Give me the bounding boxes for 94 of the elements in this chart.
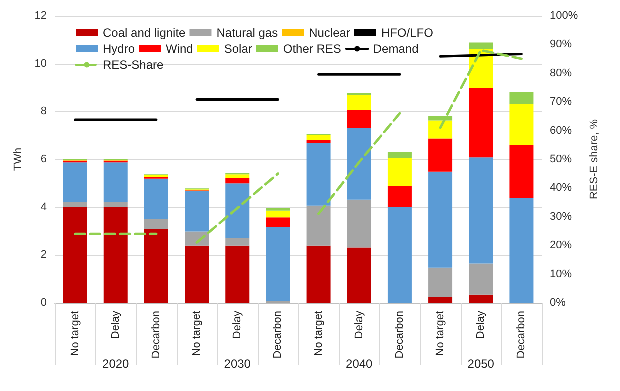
bar [185, 246, 210, 303]
legend-label: Wind [166, 42, 194, 56]
y-tick-label: 6 [40, 154, 47, 166]
bar [428, 268, 453, 298]
bar [226, 184, 250, 238]
y2-tick-label: 80% [550, 67, 572, 80]
bar [63, 202, 88, 208]
bar [388, 152, 412, 158]
legend-label: Hydro [103, 42, 136, 56]
y2-tick-label: 100% [550, 10, 578, 22]
y2-tick-label: 40% [550, 182, 572, 194]
bar [306, 206, 331, 246]
bar [469, 264, 494, 295]
y2-tick-label: 0% [550, 297, 566, 309]
bar [185, 192, 210, 232]
bar [469, 294, 494, 303]
bar [428, 116, 453, 121]
bar [510, 145, 534, 198]
y-tick-label: 8 [40, 106, 47, 118]
legend-label: HFO/LFO [381, 26, 434, 40]
bar [104, 202, 128, 208]
bar [347, 200, 372, 248]
bar [428, 172, 453, 268]
bar [428, 120, 453, 139]
legend-label: Coal and lignite [103, 26, 186, 40]
y2-axis-title: RES-E share, % [588, 119, 601, 200]
x-tick-label: Decarbon [394, 311, 406, 359]
bar [347, 110, 372, 128]
bar [347, 248, 372, 303]
y-tick-label: 0 [40, 297, 47, 309]
legend-label: Solar [224, 42, 252, 56]
bar [266, 208, 290, 211]
x-tick-label: Decarbon [516, 311, 528, 359]
bar [144, 178, 168, 220]
y2-tick-label: 20% [550, 240, 572, 252]
y2-tick-label: 70% [550, 96, 572, 108]
bar [306, 143, 331, 206]
bar [266, 210, 290, 218]
text: 2050 [468, 357, 495, 371]
bar [510, 198, 534, 303]
bar [104, 162, 128, 203]
y-tick-label: 12 [34, 10, 47, 22]
bar [388, 186, 412, 208]
text: 2030 [224, 357, 252, 371]
legend-label: Demand [373, 42, 419, 56]
bar [226, 238, 250, 246]
y-axis-title: TWh [12, 148, 24, 172]
bar [388, 207, 412, 303]
text: 2020 [102, 357, 130, 371]
y-tick-label: 2 [40, 249, 47, 262]
y2-tick-label: 10% [550, 268, 572, 280]
x-tick-label: Delay [110, 310, 122, 340]
y2-tick-label: 50% [550, 154, 572, 166]
bar [226, 178, 250, 184]
bar [510, 92, 534, 104]
x-tick-label: Delay [475, 310, 488, 340]
bar [144, 229, 168, 303]
bar [266, 227, 290, 302]
bar [428, 138, 453, 172]
x-tick-label: Decarbon [150, 311, 162, 359]
bar [226, 174, 250, 178]
x-tick-label: Delay [232, 310, 244, 340]
x-tick-label: No target [434, 311, 447, 356]
legend-label: Other RES [283, 42, 342, 56]
bar [428, 297, 453, 303]
y-tick-label: 4 [40, 201, 47, 214]
bar [469, 158, 494, 264]
x-tick-label: No target [191, 311, 204, 356]
y2-tick-label: 30% [550, 210, 572, 223]
y-tick-label: 10 [34, 58, 47, 70]
y2-tick-label: 90% [550, 38, 572, 51]
x-tick-label: Decarbon [272, 311, 284, 359]
bar [469, 88, 494, 158]
legend-label: RES-Share [103, 58, 164, 72]
legend-label: Nuclear [309, 26, 350, 40]
y2-tick-label: 60% [550, 124, 572, 137]
bar [347, 95, 372, 110]
bar [388, 158, 412, 187]
bar [63, 162, 88, 203]
bar [63, 207, 88, 303]
x-tick-label: Delay [353, 310, 366, 340]
bar [266, 218, 290, 228]
bar [306, 140, 331, 143]
bar [104, 207, 128, 303]
text: 2040 [346, 357, 374, 371]
x-tick-label: No target [69, 311, 82, 356]
bar [306, 135, 331, 140]
bar [144, 219, 168, 230]
bar [226, 246, 250, 303]
bar [306, 246, 331, 303]
bar [347, 128, 372, 200]
x-tick-label: No target [312, 311, 325, 356]
bar [510, 104, 534, 146]
legend-label: Natural gas [216, 26, 278, 40]
